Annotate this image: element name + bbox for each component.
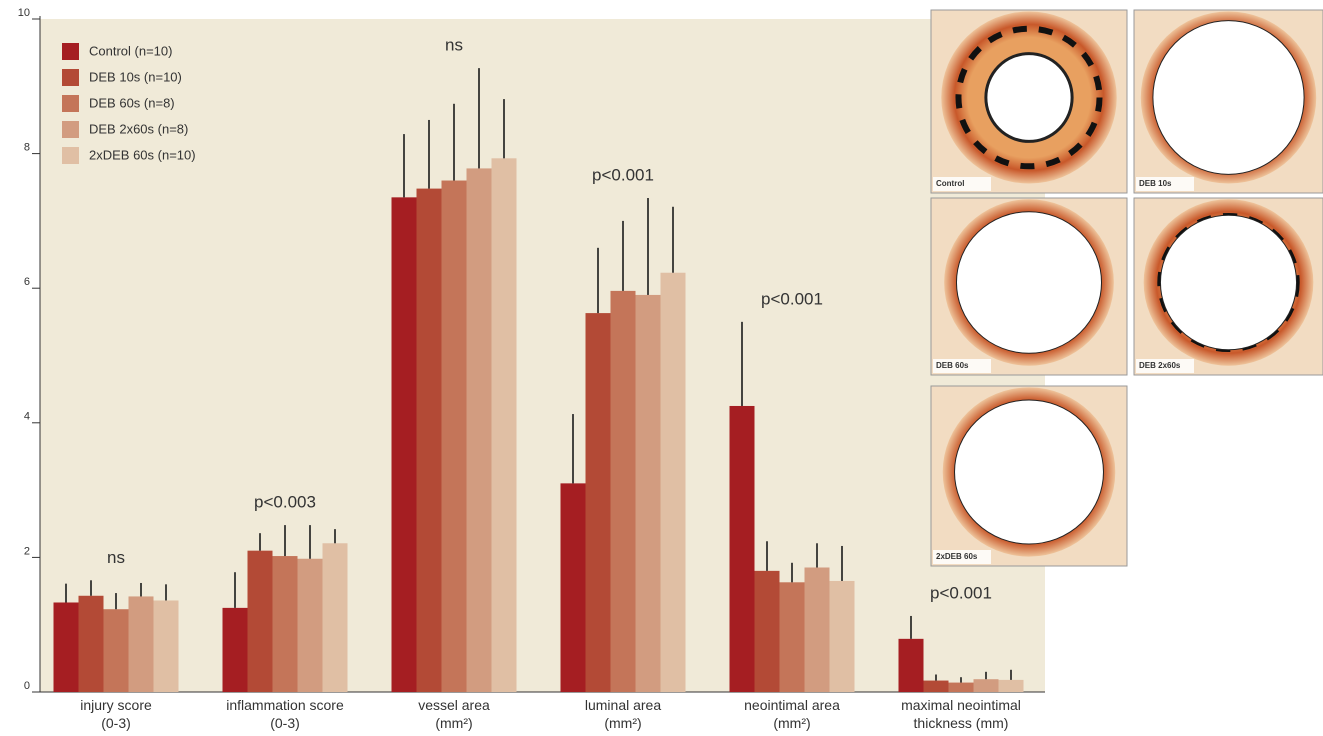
bar: [104, 609, 129, 692]
legend-swatch: [62, 69, 79, 86]
legend-swatch: [62, 43, 79, 60]
x-tick-label: maximal neointimal thickness (mm): [901, 697, 1021, 731]
bar: [924, 681, 949, 692]
lumen: [956, 212, 1101, 354]
plot-background: [40, 19, 1045, 692]
histology-panel: DEB 60s: [931, 198, 1127, 375]
histology-panel: DEB 2x60s: [1134, 198, 1323, 375]
bar: [780, 582, 805, 692]
bar: [54, 602, 79, 692]
bar: [467, 168, 492, 692]
bar: [611, 291, 636, 692]
x-tick-label-line: (mm²): [773, 715, 810, 731]
legend-label: Control (n=10): [89, 43, 172, 58]
x-tick-label-line: injury score: [80, 697, 152, 713]
bar: [636, 295, 661, 692]
bar: [417, 189, 442, 692]
lumen: [986, 54, 1072, 142]
x-tick-label-line: (0-3): [270, 715, 300, 731]
bar: [154, 600, 179, 692]
panel-label: Control: [936, 179, 964, 188]
significance-label: p<0.001: [930, 583, 992, 602]
bar: [323, 543, 348, 692]
bar: [561, 483, 586, 692]
x-tick-label-line: thickness (mm): [914, 715, 1009, 731]
bar: [442, 181, 467, 692]
x-tick-label: neointimal area (mm²): [744, 697, 840, 731]
panel-label: DEB 60s: [936, 361, 969, 370]
bar: [661, 273, 686, 692]
legend-swatch: [62, 95, 79, 112]
significance-label: ns: [445, 36, 463, 55]
significance-label: ns: [107, 548, 125, 567]
lumen: [955, 400, 1104, 544]
lumen: [1160, 215, 1296, 350]
x-tick-label-line: (0-3): [101, 715, 131, 731]
y-tick-label: 6: [24, 276, 30, 288]
bar: [586, 313, 611, 692]
x-tick-label-line: maximal neointimal: [901, 697, 1021, 713]
x-tick-label: vessel area (mm²): [418, 697, 490, 731]
bar: [805, 567, 830, 692]
x-tick-label: luminal area (mm²): [585, 697, 661, 731]
x-tick-label-line: neointimal area: [744, 697, 840, 713]
bar: [830, 581, 855, 692]
figure: 0 2 4 6 8 10 injury score (0-3) ns inflammation s…: [0, 0, 1323, 736]
legend-swatch: [62, 147, 79, 164]
histology-panel: 2xDEB 60s: [931, 386, 1127, 566]
significance-label: p<0.003: [254, 493, 316, 512]
bar: [298, 559, 323, 692]
panel-label: DEB 2x60s: [1139, 361, 1181, 370]
bar: [974, 679, 999, 692]
panel-label: DEB 10s: [1139, 179, 1172, 188]
significance-label: p<0.001: [592, 166, 654, 185]
legend-label: DEB 60s (n=8): [89, 95, 175, 110]
bar: [755, 571, 780, 692]
bar: [730, 406, 755, 692]
bar: [392, 197, 417, 692]
bar: [949, 683, 974, 692]
legend-swatch: [62, 121, 79, 138]
y-tick-label: 2: [24, 545, 30, 557]
x-tick-label: injury score (0-3): [80, 697, 152, 731]
y-tick-label: 10: [18, 7, 30, 19]
histology-panel: DEB 10s: [1134, 10, 1323, 193]
legend-label: DEB 10s (n=10): [89, 69, 182, 84]
bar: [999, 680, 1024, 692]
x-tick-label-line: (mm²): [435, 715, 472, 731]
legend-label: 2xDEB 60s (n=10): [89, 147, 196, 162]
bar: [899, 639, 924, 692]
x-tick-label-line: luminal area: [585, 697, 661, 713]
x-tick-label-line: vessel area: [418, 697, 490, 713]
y-tick-label: 8: [24, 142, 30, 154]
legend-label: DEB 2x60s (n=8): [89, 121, 188, 136]
x-tick-label-line: (mm²): [604, 715, 641, 731]
bar: [273, 556, 298, 692]
histology-panel: Control: [931, 10, 1127, 193]
bar: [223, 608, 248, 692]
x-tick-label-line: inflammation score: [226, 697, 344, 713]
bar: [248, 551, 273, 692]
lumen: [1153, 21, 1304, 175]
significance-label: p<0.001: [761, 289, 823, 308]
y-tick-label: 4: [24, 411, 30, 423]
x-tick-label: inflammation score (0-3): [226, 697, 344, 731]
panel-label: 2xDEB 60s: [936, 552, 978, 561]
bar: [492, 158, 517, 692]
bar: [129, 596, 154, 692]
y-tick-label: 0: [24, 680, 30, 692]
bar: [79, 596, 104, 692]
